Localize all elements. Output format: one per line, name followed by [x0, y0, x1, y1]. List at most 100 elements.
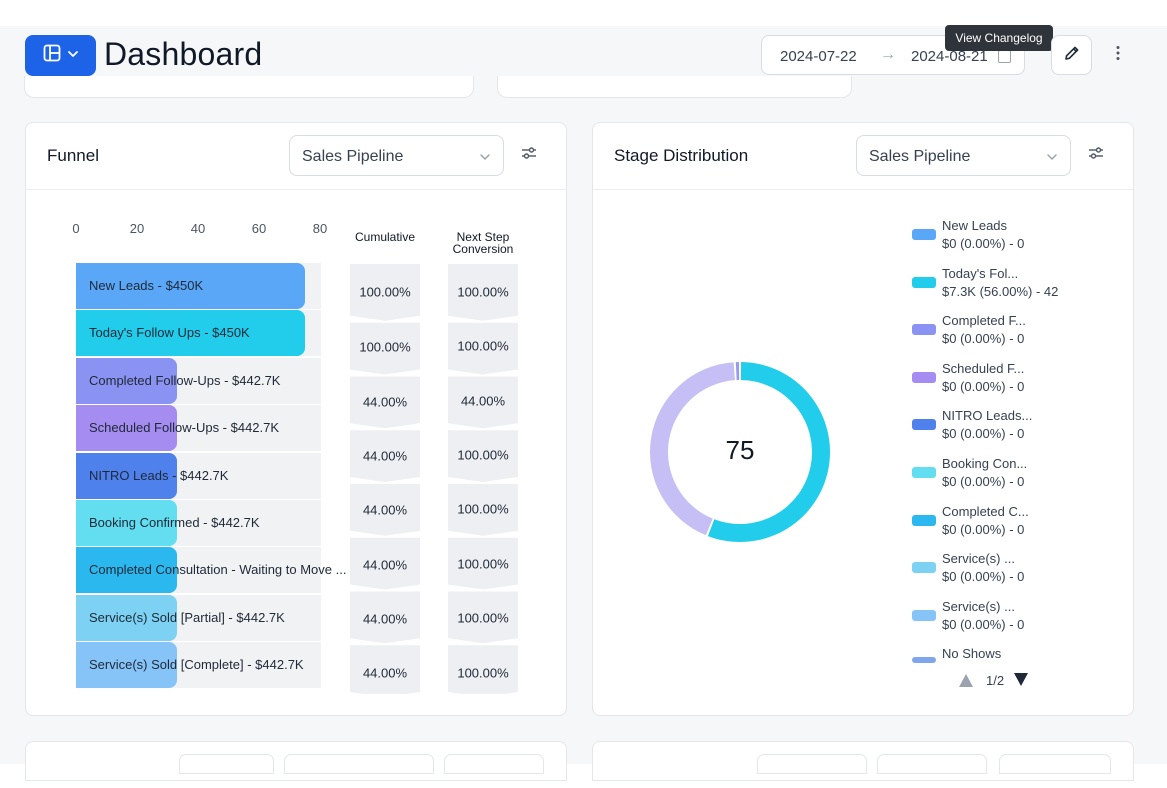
next-step-value: 100.00% — [457, 665, 509, 681]
legend-item-name[interactable]: New Leads — [942, 218, 1008, 233]
funnel-filter-button[interactable] — [517, 143, 541, 167]
funnel-bar[interactable] — [76, 642, 177, 689]
legend-item-value: $0 (0.00%) - 0 — [942, 616, 1025, 632]
next-step-chevron — [448, 484, 518, 536]
funnel-pipeline-select[interactable]: Sales Pipeline — [289, 135, 504, 176]
legend-item-name[interactable]: NITRO Leads... — [942, 408, 1033, 424]
next-step-value: 100.00% — [457, 284, 509, 300]
date-start[interactable]: 2024-07-22 — [780, 48, 857, 65]
stage-pipeline-value: Sales Pipeline — [869, 148, 971, 165]
legend-item-name[interactable]: Completed F... — [942, 313, 1026, 329]
legend-swatch[interactable] — [912, 229, 936, 240]
next-step-column — [448, 264, 518, 694]
next-step-chevron — [448, 591, 518, 644]
legend-prev-page-icon[interactable] — [958, 672, 974, 693]
chevron-down-icon — [479, 150, 491, 168]
date-range-picker[interactable]: 2024-07-22 → 2024-08-21 — [761, 35, 1025, 75]
bottom-control[interactable] — [877, 754, 987, 774]
funnel-bar[interactable] — [76, 405, 177, 452]
bottom-control[interactable] — [179, 754, 274, 774]
stage-filter-button[interactable] — [1084, 143, 1108, 167]
legend-item-value: $0 (0.00%) - 0 — [942, 521, 1025, 537]
sliders-icon — [521, 146, 537, 165]
legend-swatch[interactable] — [912, 609, 936, 621]
cumulative-value: 44.00% — [362, 611, 408, 627]
card-header-divider — [26, 189, 566, 190]
funnel-bar[interactable] — [76, 547, 177, 594]
funnel-bar-label: Booking Confirmed - $442.7K — [89, 515, 260, 530]
funnel-bar-label: NITRO Leads - $442.7K — [89, 467, 229, 483]
layout-menu-button[interactable] — [25, 35, 96, 76]
funnel-bar-label: Completed Follow-Ups - $442.7K — [89, 372, 281, 388]
legend-item-value: $0 (0.00%) - 0 — [942, 426, 1025, 442]
funnel-bar[interactable] — [76, 500, 177, 546]
funnel-bar-label: Completed Consultation - Waiting to Move… — [89, 562, 347, 578]
legend-item-name[interactable]: Today's Fol... — [942, 265, 1019, 281]
edit-dashboard-button[interactable] — [1051, 35, 1092, 75]
funnel-bar[interactable] — [76, 310, 305, 357]
legend-item-name[interactable]: Service(s) ... — [942, 551, 1015, 567]
more-options-button[interactable] — [1106, 43, 1130, 67]
legend-swatch[interactable] — [912, 467, 936, 478]
sliders-icon — [1088, 146, 1104, 165]
legend-item-name[interactable]: Booking Con... — [942, 456, 1028, 471]
next-step-chevron — [448, 376, 518, 429]
funnel-bar-label: New Leads - $450K — [89, 278, 204, 293]
funnel-bar-label: Service(s) Sold [Partial] - $442.7K — [89, 609, 285, 625]
bottom-control[interactable] — [444, 754, 544, 774]
axis-tick: 60 — [251, 221, 267, 236]
cumulative-value: 44.00% — [362, 557, 408, 573]
calendar-icon[interactable] — [998, 50, 1011, 63]
card-header-divider — [593, 189, 1133, 190]
chevron-down-icon — [1046, 150, 1058, 168]
cumulative-chevron — [350, 591, 420, 644]
legend-swatch[interactable] — [912, 562, 936, 574]
legend-item-value: $0 (0.00%) - 0 — [942, 236, 1025, 251]
legend-item-name[interactable]: Scheduled F... — [942, 360, 1025, 376]
legend-swatch[interactable] — [912, 419, 936, 431]
stage-pipeline-select[interactable]: Sales Pipeline — [856, 135, 1071, 176]
legend-item-name[interactable]: Completed C... — [942, 503, 1029, 519]
legend-next-page-icon[interactable] — [1013, 672, 1029, 693]
next-step-chevron — [448, 645, 518, 694]
cumulative-chevron — [350, 645, 420, 694]
legend-item-name[interactable]: No Shows — [942, 646, 1002, 662]
next-step-value: 44.00% — [460, 393, 506, 409]
donut-slice[interactable] — [650, 362, 735, 536]
cumulative-value: 44.00% — [362, 394, 408, 410]
next-step-header-line2: Conversion — [452, 242, 514, 256]
next-step-header-line1: Next Step — [456, 230, 510, 244]
legend-item-value: $0 (0.00%) - 0 — [942, 378, 1025, 394]
legend-item-name[interactable]: Service(s) ... — [942, 598, 1015, 614]
donut-slice[interactable] — [707, 362, 830, 542]
bottom-control[interactable] — [999, 754, 1111, 774]
legend-page-indicator: 1/2 — [986, 673, 1005, 688]
next-step-chevron — [448, 322, 518, 375]
cumulative-column — [350, 264, 420, 694]
bottom-control[interactable] — [284, 754, 434, 774]
legend-item-value: $0 (0.00%) - 0 — [942, 474, 1025, 489]
cumulative-chevron — [350, 484, 420, 536]
donut-slice[interactable] — [735, 362, 740, 381]
bottom-control[interactable] — [757, 754, 867, 774]
funnel-title: Funnel — [47, 146, 99, 165]
legend-item-value: $0 (0.00%) - 0 — [942, 569, 1025, 585]
funnel-bar[interactable] — [76, 452, 177, 499]
funnel-bar[interactable] — [76, 357, 177, 404]
axis-tick: 80 — [312, 221, 328, 236]
axis-tick: 20 — [129, 221, 145, 236]
legend-swatch[interactable] — [912, 657, 936, 664]
top-strip — [0, 0, 1167, 26]
date-end[interactable]: 2024-08-21 — [911, 48, 988, 65]
funnel-bar[interactable] — [76, 594, 177, 641]
cumulative-chevron — [350, 264, 420, 321]
legend-swatch[interactable] — [912, 276, 936, 288]
cumulative-value: 100.00% — [359, 339, 411, 355]
legend-item-value: $7.3K (56.00%) - 42 — [942, 283, 1059, 299]
legend-swatch[interactable] — [912, 514, 936, 526]
legend-swatch[interactable] — [912, 371, 936, 383]
cumulative-value: 44.00% — [362, 665, 408, 681]
funnel-bar[interactable] — [76, 263, 305, 309]
legend-swatch[interactable] — [912, 324, 936, 336]
cumulative-value: 44.00% — [362, 448, 408, 464]
